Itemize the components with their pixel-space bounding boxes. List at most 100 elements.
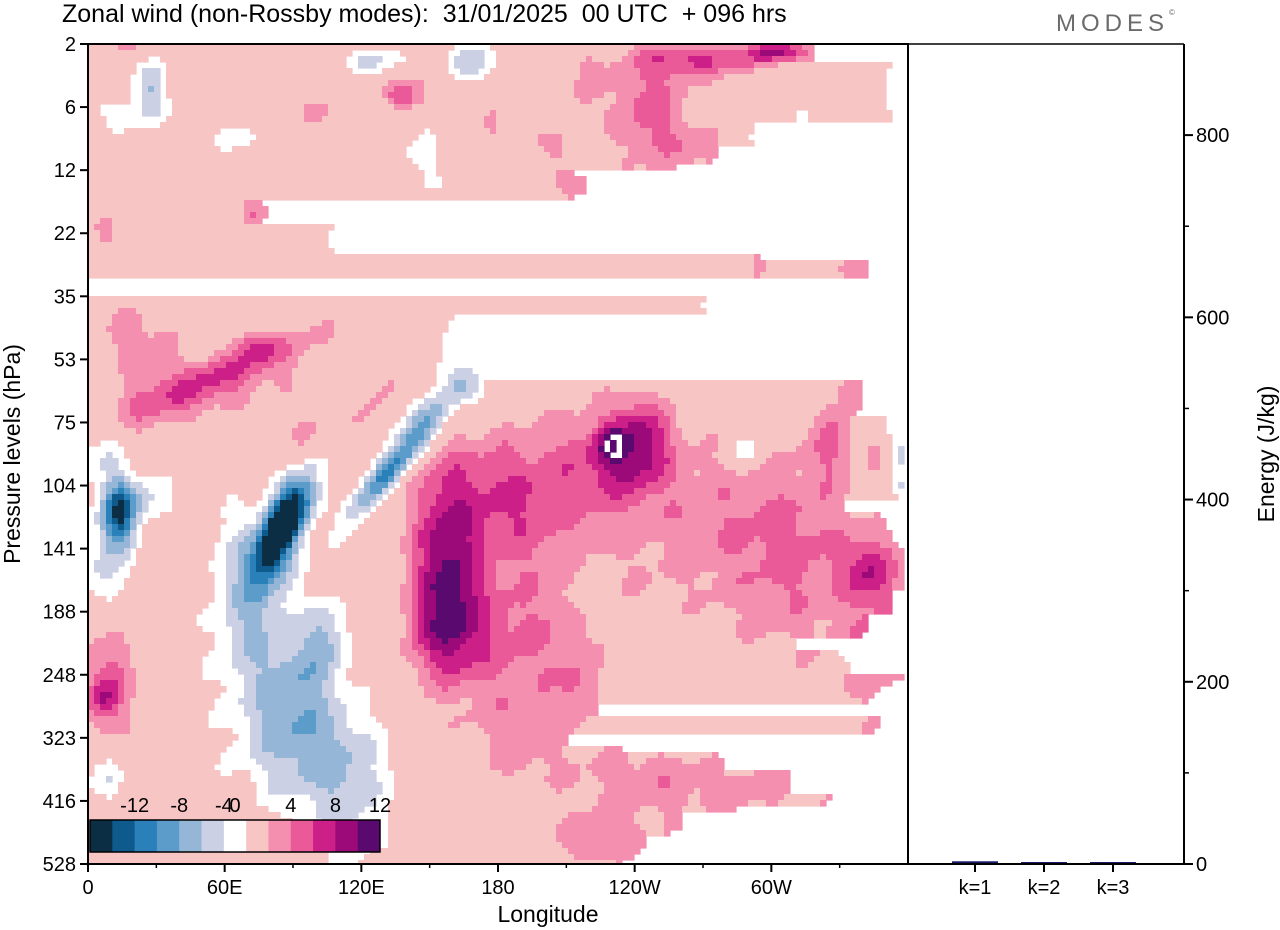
wind-cell bbox=[346, 536, 401, 543]
wind-cell bbox=[634, 104, 671, 111]
wind-cell bbox=[256, 566, 275, 573]
wind-cell bbox=[232, 338, 245, 345]
wind-cell bbox=[298, 674, 311, 681]
wind-cell bbox=[262, 506, 269, 513]
wind-cell bbox=[898, 566, 905, 573]
wind-cell bbox=[382, 722, 449, 729]
wind-cell bbox=[898, 572, 905, 579]
wind-cell bbox=[394, 380, 437, 387]
wind-cell bbox=[274, 494, 281, 501]
wind-cell bbox=[658, 752, 665, 759]
wind-cell bbox=[496, 482, 533, 489]
wind-cell bbox=[160, 410, 203, 417]
wind-cell bbox=[754, 512, 797, 519]
wind-cell bbox=[514, 530, 527, 537]
wind-cell bbox=[232, 626, 245, 633]
wind-cell bbox=[526, 500, 641, 507]
wind-cell bbox=[604, 788, 695, 795]
wind-cell bbox=[526, 518, 581, 525]
wind-cell bbox=[352, 644, 401, 651]
wind-cell bbox=[400, 50, 449, 57]
wind-cell bbox=[142, 104, 161, 111]
wind-cell bbox=[460, 596, 479, 603]
wind-cell bbox=[652, 56, 665, 63]
wind-cell bbox=[88, 434, 293, 441]
wind-cell bbox=[484, 572, 497, 579]
wind-cell bbox=[406, 626, 413, 633]
wind-cell bbox=[124, 680, 137, 687]
wind-cell bbox=[442, 410, 449, 417]
wind-cell bbox=[520, 572, 539, 579]
wind-cell bbox=[88, 800, 257, 807]
wind-cell bbox=[586, 404, 635, 411]
wind-cell bbox=[454, 464, 461, 471]
wind-cell bbox=[136, 308, 707, 315]
wind-cell bbox=[880, 452, 893, 459]
wind-cell bbox=[532, 488, 605, 495]
logo-text: MODES bbox=[1056, 10, 1170, 37]
wind-cell bbox=[604, 122, 641, 129]
wind-cell bbox=[358, 56, 383, 63]
wind-cell bbox=[592, 434, 599, 441]
wind-cell bbox=[526, 602, 575, 609]
wind-cell bbox=[838, 266, 869, 273]
wind-cell bbox=[250, 548, 257, 555]
wind-cell bbox=[898, 446, 905, 453]
wind-cell bbox=[322, 512, 335, 519]
wind-cell bbox=[280, 548, 287, 555]
wind-cell bbox=[754, 266, 767, 273]
wind-cell bbox=[466, 476, 509, 483]
wind-cell bbox=[388, 380, 395, 387]
wind-cell bbox=[640, 50, 749, 57]
wind-cell bbox=[580, 608, 683, 615]
wind-cell bbox=[412, 626, 419, 633]
wind-cell bbox=[88, 302, 701, 309]
wind-cell bbox=[400, 548, 413, 555]
wind-cell bbox=[676, 578, 695, 585]
wind-cell bbox=[172, 506, 221, 513]
wind-cell bbox=[244, 584, 269, 591]
wind-cell bbox=[484, 542, 539, 549]
wind-cell bbox=[850, 428, 887, 435]
wind-cell bbox=[88, 158, 413, 165]
wind-cell bbox=[304, 350, 443, 357]
wind-cell bbox=[838, 422, 851, 429]
wind-cell bbox=[88, 68, 137, 75]
wind-cell bbox=[412, 566, 419, 573]
wind-cell bbox=[664, 812, 683, 819]
wind-cell bbox=[808, 602, 851, 609]
wind-cell bbox=[442, 176, 557, 183]
wind-cell bbox=[112, 596, 215, 603]
wind-cell bbox=[328, 104, 395, 111]
wind-cell bbox=[664, 152, 671, 159]
wind-cell bbox=[262, 536, 293, 543]
wind-cell bbox=[286, 548, 293, 555]
wind-cell bbox=[100, 668, 125, 675]
colorbar-swatch bbox=[156, 820, 180, 852]
wind-cell bbox=[424, 584, 431, 591]
wind-cell bbox=[418, 602, 425, 609]
wind-cell bbox=[94, 560, 125, 567]
wind-cell bbox=[400, 608, 413, 615]
wind-cell bbox=[616, 416, 659, 423]
wind-cell bbox=[766, 800, 779, 807]
wind-cell bbox=[424, 590, 437, 597]
wind-cell bbox=[388, 452, 395, 459]
wind-cell bbox=[640, 764, 725, 771]
wind-cell bbox=[832, 560, 857, 567]
wind-cell bbox=[328, 638, 341, 645]
wind-cell bbox=[736, 608, 791, 615]
wind-cell bbox=[574, 728, 863, 735]
wind-cell bbox=[850, 476, 893, 483]
wind-cell bbox=[802, 440, 815, 447]
wind-cell bbox=[88, 164, 419, 171]
wind-cell bbox=[664, 830, 671, 837]
wind-cell bbox=[820, 410, 857, 417]
wind-cell bbox=[520, 512, 587, 519]
wind-cell bbox=[358, 488, 365, 495]
wind-cell bbox=[328, 788, 335, 795]
wind-cell bbox=[784, 584, 797, 591]
wind-cell bbox=[130, 518, 137, 525]
wind-cell bbox=[298, 758, 353, 765]
wind-cell bbox=[550, 782, 575, 789]
